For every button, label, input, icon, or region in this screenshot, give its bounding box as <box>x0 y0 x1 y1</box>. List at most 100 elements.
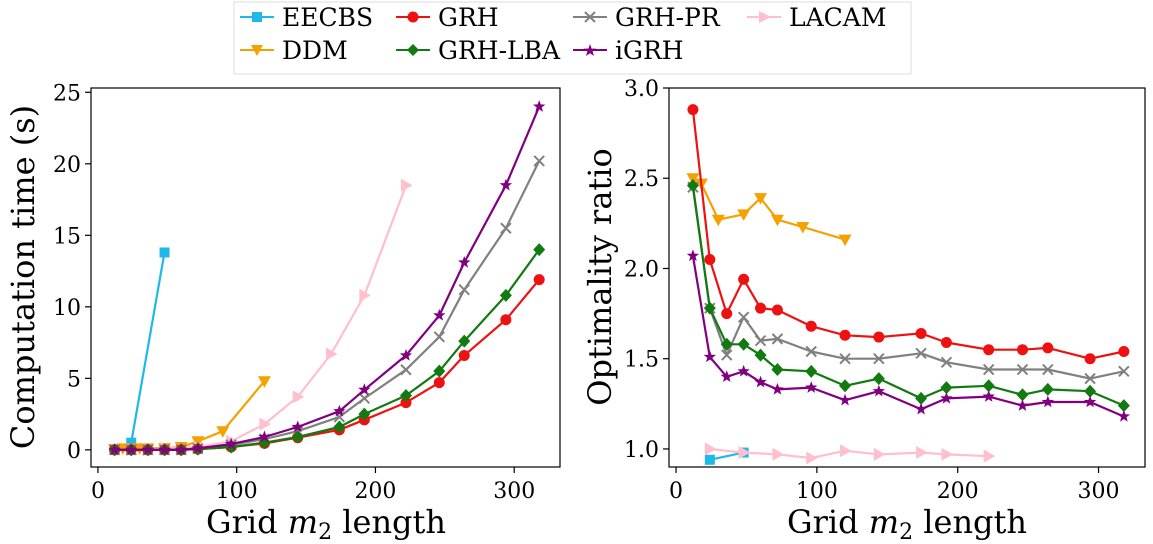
right-point-igrh <box>737 364 750 377</box>
left-x-tick-label: 100 <box>216 479 258 504</box>
left-y-axis-label: Computation time (s) <box>4 105 42 449</box>
right-point-grh <box>805 320 817 332</box>
left-point-grh-lba <box>399 388 412 402</box>
legend-label-eecbs: EECBS <box>282 3 373 32</box>
right-point-grh-pr <box>805 345 817 358</box>
right-point-grh-lba <box>805 364 818 378</box>
right-point-grh-lba <box>720 337 733 351</box>
right-point-grh-pr <box>839 353 851 365</box>
left-y-tick-label: 10 <box>53 296 81 321</box>
right-y-tick-label: 3.0 <box>624 77 659 102</box>
right-line-grh-pr <box>691 187 1125 380</box>
left-x-tick-label: 0 <box>91 479 105 504</box>
left-y-tick-label: 25 <box>53 81 81 106</box>
right-point-igrh <box>1016 399 1029 411</box>
legend-marker-grh-lba <box>407 44 419 56</box>
left-point-igrh <box>433 308 446 321</box>
right-point-igrh <box>686 249 700 262</box>
right-line-igrh <box>691 255 1125 418</box>
right-point-grh-lba <box>1016 388 1029 402</box>
legend: EECBS GRH GRH-PR LACAM DDM GRH-LBA <box>233 1 912 75</box>
right-point-grh-pr <box>721 349 733 361</box>
legend-marker-ddm <box>251 45 263 56</box>
right-x-axis-label: Grid m2 length <box>787 503 1027 544</box>
left-point-igrh <box>108 443 121 456</box>
left-point-igrh <box>191 441 205 454</box>
right-y-tick-label: 1.5 <box>624 348 659 373</box>
left-series-eecbs <box>109 247 170 455</box>
right-x-axis-label-prefix: Grid <box>787 503 869 541</box>
legend-label-lacam: LACAM <box>789 3 886 32</box>
right-series-igrh <box>686 249 1131 422</box>
legend-frame <box>233 1 912 75</box>
right-point-ddm <box>754 193 768 205</box>
left-y-tick-label: 0 <box>67 439 81 464</box>
left-point-igrh <box>158 443 171 456</box>
right-point-igrh <box>1041 395 1055 408</box>
right-point-igrh <box>838 393 852 406</box>
right-x-axis-label-var: m <box>869 503 899 541</box>
left-point-grh <box>400 397 412 409</box>
right-point-grh-pr <box>771 333 784 345</box>
left-point-grh-pr <box>500 222 512 234</box>
left-series-igrh <box>108 100 546 456</box>
right-point-grh-pr <box>1118 365 1130 378</box>
right-point-igrh <box>1083 395 1097 408</box>
left-point-igrh <box>258 430 271 443</box>
right-x-axis-label-sub: 2 <box>899 520 913 544</box>
right-point-grh-lba <box>703 301 716 315</box>
right-point-igrh <box>1117 409 1131 422</box>
left-panel-computation-time: 0 100 200 300 0 5 10 15 20 25 Computation time (s… <box>4 81 561 544</box>
right-point-grh <box>687 104 699 116</box>
left-x-axis-label-sub: 2 <box>318 520 332 544</box>
legend-marker-grh <box>407 11 419 23</box>
left-point-grh-lba <box>291 430 304 444</box>
legend-label-igrh: iGRH <box>615 36 684 65</box>
right-point-igrh <box>703 350 717 363</box>
right-point-grh-lba <box>982 379 995 393</box>
legend-label-grh-pr: GRH-PR <box>615 3 721 32</box>
right-panel-optimality-ratio: 0 100 200 300 1.0 1.5 2.0 2.5 3.0 Optimality rat… <box>581 77 1146 544</box>
right-point-lacam <box>941 447 953 461</box>
left-point-eecbs <box>126 437 137 448</box>
left-x-tick-label: 200 <box>354 479 396 504</box>
left-point-lacam <box>259 417 271 431</box>
right-series-ddm <box>686 173 852 247</box>
right-point-ddm <box>796 221 810 234</box>
left-panel-ticks: 0 100 200 300 0 5 10 15 20 25 <box>53 81 535 504</box>
right-point-igrh <box>754 375 767 388</box>
right-point-igrh <box>805 381 818 393</box>
left-point-igrh <box>458 255 471 268</box>
left-line-grh-pr <box>114 160 541 451</box>
right-point-lacam <box>983 449 996 463</box>
right-point-grh-pr <box>1042 363 1054 376</box>
left-point-lacam <box>326 347 338 361</box>
legend-entry-grh: GRH <box>396 3 499 32</box>
legend-marker-lacam <box>759 11 771 23</box>
left-point-grh-lba <box>499 288 512 302</box>
right-point-grh-pr <box>940 356 953 369</box>
right-point-igrh <box>872 384 886 397</box>
right-point-grh <box>1016 344 1028 356</box>
left-point-igrh <box>291 420 304 433</box>
legend-entry-eecbs: EECBS <box>240 3 373 32</box>
left-point-igrh <box>175 443 188 456</box>
left-point-grh-pr <box>533 155 545 167</box>
right-point-lacam <box>738 446 751 460</box>
right-point-grh-lba <box>1117 399 1130 413</box>
left-point-igrh <box>399 348 413 361</box>
right-point-grh-lba <box>1041 382 1054 396</box>
right-line-grh-lba <box>691 185 1125 407</box>
legend-label-ddm: DDM <box>282 36 348 65</box>
left-point-lacam <box>400 178 413 192</box>
right-point-grh-pr <box>737 311 750 323</box>
legend-entry-grh-pr: GRH-PR <box>573 3 721 32</box>
right-y-tick-label: 2.5 <box>624 167 659 192</box>
left-y-tick-label: 20 <box>53 153 81 178</box>
right-plot-frame <box>668 87 1146 468</box>
left-point-grh-pr <box>458 283 470 296</box>
left-y-tick-label: 5 <box>67 367 81 392</box>
left-line-eecbs <box>114 252 166 451</box>
left-point-grh-lba <box>458 334 471 348</box>
